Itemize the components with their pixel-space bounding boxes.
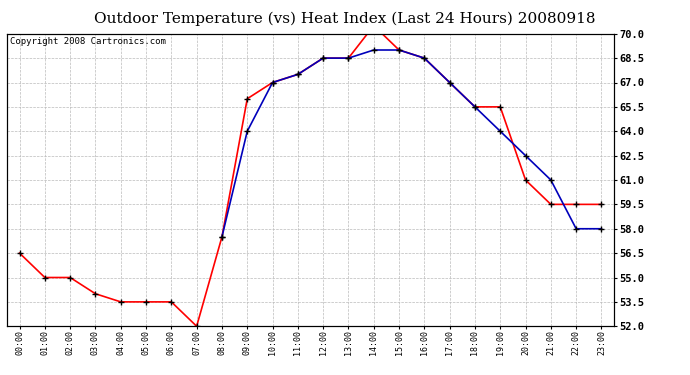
Text: Outdoor Temperature (vs) Heat Index (Last 24 Hours) 20080918: Outdoor Temperature (vs) Heat Index (Las… (95, 11, 595, 26)
Text: Copyright 2008 Cartronics.com: Copyright 2008 Cartronics.com (10, 37, 166, 46)
